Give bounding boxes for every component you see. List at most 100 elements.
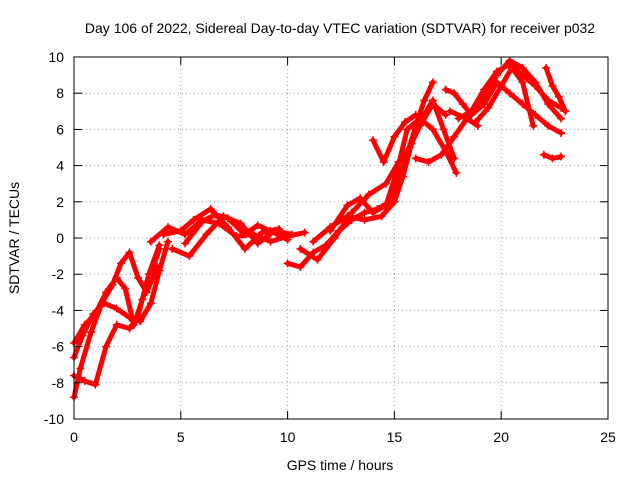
data-point	[287, 230, 296, 239]
data-point	[266, 226, 275, 235]
data-point	[554, 92, 563, 101]
data-point	[91, 380, 100, 389]
data-point	[129, 320, 138, 329]
series-trace-13	[369, 110, 420, 166]
data-point	[185, 252, 194, 261]
x-tick-label: 15	[387, 429, 403, 445]
chart-title: Day 106 of 2022, Sidereal Day-to-day VTE…	[85, 20, 595, 36]
data-point	[134, 273, 143, 282]
x-tick-label: 25	[600, 429, 616, 445]
data-point	[125, 248, 134, 257]
data-point	[369, 208, 378, 217]
series-line	[473, 65, 536, 129]
data-point	[497, 81, 506, 90]
data-point	[112, 304, 121, 313]
data-point	[309, 237, 318, 246]
data-point	[445, 107, 454, 116]
data-point	[450, 132, 459, 141]
data-point	[125, 324, 134, 333]
data-point	[313, 255, 322, 264]
data-point	[531, 81, 540, 90]
data-point	[392, 168, 401, 177]
x-tick-label: 10	[280, 429, 296, 445]
data-point	[390, 197, 399, 206]
series-line	[543, 65, 568, 114]
data-point	[544, 96, 553, 105]
x-tick-label: 20	[493, 429, 509, 445]
data-point	[439, 125, 448, 134]
x-tick-label: 0	[70, 429, 78, 445]
y-tick-label: 8	[56, 85, 64, 101]
y-tick-labels: -10 -8 -6 -4 -2 0 2 4 6 8 10	[44, 49, 64, 427]
data-point	[326, 226, 335, 235]
data-point	[557, 114, 566, 123]
data-point	[189, 215, 198, 224]
data-point	[381, 179, 390, 188]
data-point	[240, 230, 249, 239]
data-point	[112, 273, 121, 282]
data-point	[168, 244, 177, 253]
data-point	[253, 221, 262, 230]
data-point	[146, 270, 155, 279]
data-point	[441, 110, 450, 119]
x-axis-title: GPS time / hours	[287, 457, 394, 473]
data-point	[155, 266, 164, 275]
data-point	[544, 121, 553, 130]
series-line	[182, 212, 291, 246]
data-point	[283, 235, 292, 244]
data-point	[223, 214, 232, 223]
series-trace-2	[70, 241, 164, 389]
data-point	[112, 320, 121, 329]
data-point	[87, 328, 96, 337]
data-point	[91, 310, 100, 319]
data-point	[548, 81, 557, 90]
data-point	[80, 320, 89, 329]
series-trace-17	[445, 78, 566, 138]
series-trace-11	[309, 96, 459, 246]
data-point	[296, 262, 305, 271]
data-point	[407, 139, 416, 148]
data-point	[492, 78, 501, 87]
y-tick-label: 0	[56, 230, 64, 246]
y-axis-title: SDTVAR / TECUs	[6, 182, 22, 294]
data-point	[411, 110, 420, 119]
data-point	[369, 136, 378, 145]
data-point	[296, 244, 305, 253]
ticks	[73, 56, 609, 420]
data-point	[155, 244, 164, 253]
data-point	[548, 154, 557, 163]
data-point	[411, 154, 420, 163]
data-point	[557, 152, 566, 161]
data-point	[236, 219, 245, 228]
data-point	[76, 364, 85, 373]
x-tick-label: 5	[177, 429, 185, 445]
data-point	[428, 78, 437, 87]
series-trace-12	[326, 114, 461, 235]
data-point	[542, 63, 551, 72]
data-point	[416, 114, 425, 123]
data-point	[401, 118, 410, 127]
data-point	[275, 224, 284, 233]
data-point	[458, 100, 467, 109]
data-point	[102, 288, 111, 297]
series-line	[285, 79, 436, 270]
data-point	[390, 132, 399, 141]
y-tick-label: -10	[44, 411, 64, 427]
y-tick-label: -6	[52, 339, 65, 355]
data-point	[283, 259, 292, 268]
data-point	[138, 295, 147, 304]
data-point	[518, 63, 527, 72]
data-point	[518, 78, 527, 87]
data-point	[202, 230, 211, 239]
data-point	[471, 118, 480, 127]
series-layer	[70, 56, 570, 402]
data-point	[424, 157, 433, 166]
data-point	[240, 244, 249, 253]
y-tick-label: -2	[52, 266, 65, 282]
data-point	[330, 234, 339, 242]
data-point	[210, 210, 219, 219]
data-point	[253, 239, 262, 248]
data-point	[343, 201, 352, 210]
data-point	[146, 237, 155, 246]
